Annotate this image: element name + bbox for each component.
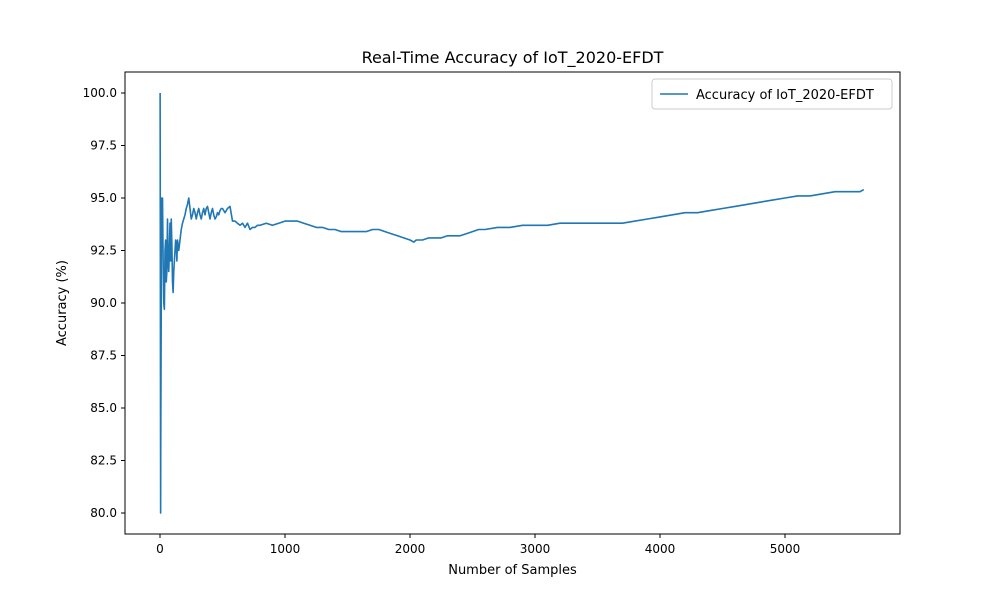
- x-tick-label: 1000: [270, 542, 301, 556]
- y-axis-label: Accuracy (%): [55, 260, 70, 346]
- chart-title: Real-Time Accuracy of IoT_2020-EFDT: [362, 48, 664, 68]
- legend-box: [651, 78, 893, 110]
- y-axis-ticks: 80.0 82.5 85.0 87.5 90.0 92.5 95.0 97.5 100.0: [83, 86, 125, 520]
- accuracy-series-line: [159, 92, 865, 514]
- y-tick-label: 92.5: [90, 244, 117, 258]
- y-tick-label: 90.0: [90, 296, 117, 310]
- x-tick-label: 0: [156, 542, 164, 556]
- x-axis-ticks: 0 1000 2000 3000 4000 5000: [156, 534, 800, 556]
- y-tick-label: 100.0: [83, 86, 117, 100]
- x-tick-label: 4000: [645, 542, 676, 556]
- chart-legend: Accuracy of IoT_2020-EFDT: [651, 78, 893, 110]
- y-tick-label: 97.5: [90, 139, 117, 153]
- y-tick-label: 85.0: [90, 401, 117, 415]
- y-tick-label: 87.5: [90, 349, 117, 363]
- x-axis-label: Number of Samples: [448, 563, 577, 578]
- x-tick-label: 3000: [520, 542, 551, 556]
- legend-entry-label: Accuracy of IoT_2020-EFDT: [696, 88, 874, 103]
- y-tick-label: 80.0: [90, 506, 117, 520]
- y-tick-label: 82.5: [90, 454, 117, 468]
- y-tick-label: 95.0: [90, 191, 117, 205]
- x-tick-label: 2000: [395, 542, 426, 556]
- x-tick-label: 5000: [770, 542, 801, 556]
